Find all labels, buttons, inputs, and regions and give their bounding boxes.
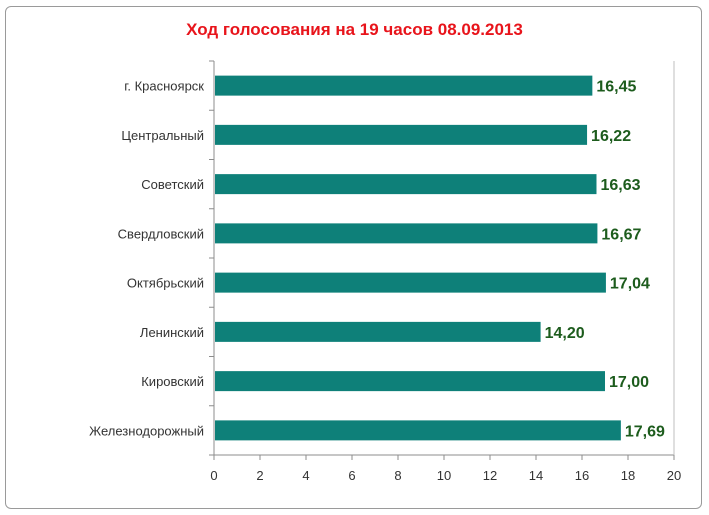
bar (215, 223, 598, 244)
category-label: Октябрьский (127, 276, 204, 291)
category-label: Центральный (121, 128, 204, 143)
category-label: Железнодорожный (89, 423, 204, 438)
x-tick-label: 12 (483, 468, 497, 483)
x-tick-label: 16 (575, 468, 589, 483)
x-tick-label: 2 (256, 468, 263, 483)
x-tick-label: 4 (302, 468, 309, 483)
bar (215, 174, 597, 195)
category-label: Ленинский (140, 325, 204, 340)
category-label: Свердловский (118, 226, 204, 241)
x-tick-label: 20 (667, 468, 681, 483)
value-label: 17,00 (609, 374, 649, 391)
category-label: г. Красноярск (124, 79, 204, 94)
value-label: 17,69 (625, 423, 665, 440)
x-tick-label: 18 (621, 468, 635, 483)
value-label: 17,04 (610, 276, 650, 293)
bar (215, 75, 593, 96)
x-tick-label: 8 (394, 468, 401, 483)
x-tick-label: 10 (437, 468, 451, 483)
x-tick-label: 6 (348, 468, 355, 483)
value-label: 14,20 (545, 325, 585, 342)
category-label: Кировский (141, 374, 204, 389)
bar (215, 321, 541, 342)
value-label: 16,22 (591, 128, 631, 145)
value-label: 16,45 (596, 79, 636, 96)
axes (209, 60, 675, 460)
bar (215, 124, 588, 145)
value-label: 16,63 (600, 177, 640, 194)
bar (215, 420, 621, 441)
chart-title: Ход голосования на 19 часов 08.09.2013 (186, 20, 523, 39)
bar (215, 272, 606, 293)
value-label: 16,67 (601, 226, 641, 243)
bar (215, 371, 605, 392)
labels: 0 2 4 6 8 10 12 14 16 18 20 г. Красноярск 16,45 Центр… (89, 79, 681, 483)
x-tick-label: 0 (210, 468, 217, 483)
x-tick-label: 14 (529, 468, 543, 483)
bars (215, 75, 621, 441)
category-label: Советский (141, 177, 204, 192)
